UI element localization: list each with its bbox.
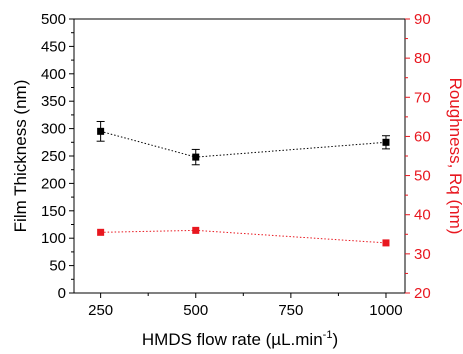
x-axis-title-end: ) [332, 330, 338, 349]
y-left-tick-label: 200 [41, 175, 66, 192]
plot-frame [73, 18, 406, 294]
x-axis-title-sup: -1 [323, 329, 333, 341]
y-right-tick-label: 30 [414, 246, 431, 263]
y-left-tick-label: 0 [58, 285, 66, 302]
y-left-tick-label: 100 [41, 230, 66, 247]
series-0-point [192, 153, 200, 161]
x-tick-label: 250 [88, 302, 113, 319]
series-1-point [192, 226, 200, 234]
axes: 0 50 100 150 200 250 300 350 400 450 500 20 30 40 50 60… [41, 11, 431, 319]
y-left-tick-label: 300 [41, 121, 66, 138]
y-right-tick-label: 60 [414, 128, 431, 145]
y-left-title: Film Thickness (nm) [11, 80, 30, 233]
y-right-title: Roughness, Rq (nm) [446, 78, 463, 235]
series-1-point [382, 239, 390, 247]
y-left-tick-label: 250 [41, 148, 66, 165]
y-right-tick-label: 50 [414, 168, 431, 185]
y-right-tick-label: 40 [414, 207, 431, 224]
y-left-tick-label: 350 [41, 93, 66, 110]
x-tick-label: 1000 [369, 302, 402, 319]
y-right-tick-label: 80 [414, 50, 431, 67]
y-left-tick-label: 500 [41, 11, 66, 28]
y-right-tick-label: 20 [414, 285, 431, 302]
series-0-line [100, 130, 387, 158]
x-axis-title: HMDS flow rate (µL.min-1) [142, 329, 338, 349]
series-layer [96, 120, 390, 247]
y-left-tick-label: 450 [41, 38, 66, 55]
series-0-point [97, 127, 105, 135]
y-left-tick-label: 150 [41, 203, 66, 220]
series-1-line [100, 229, 387, 244]
y-left-tick-label: 400 [41, 66, 66, 83]
y-right-tick-label: 90 [414, 11, 431, 28]
series-1-point [97, 228, 105, 236]
y-right-tick-label: 70 [414, 89, 431, 106]
series-0-point [382, 138, 390, 146]
x-axis-title-main: HMDS flow rate (µL.min [142, 330, 323, 349]
x-tick-label: 750 [278, 302, 303, 319]
y-left-tick-label: 50 [49, 258, 66, 275]
x-tick-label: 500 [183, 302, 208, 319]
